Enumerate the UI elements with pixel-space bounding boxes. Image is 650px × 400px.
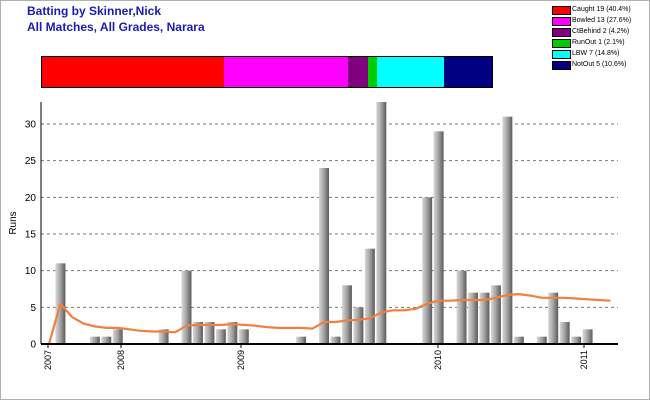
y-tick-label: 5 [30,303,36,314]
runs-bar [502,116,513,345]
runs-bar [158,329,169,344]
runs-bar [330,336,341,344]
average-line [47,293,611,345]
legend-swatch-ctbehind [552,28,571,37]
y-tick-label: 30 [25,120,37,131]
runs-bar [376,102,387,344]
x-tick-label: 2010 [433,350,443,370]
legend-label-lbw: LBW 7 (14.8%) [572,50,620,57]
runs-bar [192,322,203,344]
y-tick-label: 25 [25,156,37,167]
runs-bar [215,329,226,344]
dismissal-segment-caught [42,57,224,87]
dismissal-segment-lbw [377,57,445,87]
x-tick-label: 2007 [43,350,53,370]
dismissal-segment-ctbehind [348,57,368,87]
runs-bar [548,292,559,344]
runs-bar [181,270,192,344]
runs-bar [89,336,100,344]
legend-swatch-lbw [552,50,571,59]
runs-bar [112,329,123,344]
legend-label-bowled: Bowled 13 (27.6%) [572,17,632,24]
runs-bar [319,168,329,344]
legend-label-caught: Caught 19 (40.4%) [572,6,631,13]
legend-swatch-runout [552,39,571,48]
runs-bar [433,131,444,344]
runs-bar [422,197,433,344]
y-tick-label: 10 [25,266,37,277]
y-axis-label: Runs [8,211,19,234]
x-tick-label: 2011 [579,350,589,369]
runs-bar [490,285,501,344]
dismissal-segment-notout [444,57,492,87]
runs-bar [571,336,582,344]
runs-bar [101,336,112,344]
x-tick-label: 2009 [236,350,246,370]
runs-bar [296,336,307,344]
runs-bar [479,292,490,344]
chart-title: Batting by Skinner,Nick [27,4,162,18]
runs-bar [341,285,352,344]
legend-swatch-bowled [552,17,571,26]
legend-swatch-notout [552,61,571,70]
runs-bar [456,270,467,344]
runs-bar [513,336,524,344]
y-tick-label: 0 [30,340,36,351]
y-tick-label: 15 [25,230,37,241]
runs-bar [204,322,215,344]
runs-bar [536,336,547,344]
legend-swatch-caught [552,6,571,15]
dismissal-stacked-bar [41,56,493,88]
dismissal-segment-bowled [223,57,349,87]
runs-bar [227,322,238,344]
dismissal-segment-runout [367,57,378,87]
chart-subtitle: All Matches, All Grades, Narara [27,20,205,34]
x-tick-label: 2008 [116,350,126,370]
runs-bar [559,322,570,344]
runs-bar [582,329,593,344]
legend-label-notout: NotOut 5 (10.6%) [572,61,627,68]
legend-label-ctbehind: CtBehind 2 (4.2%) [572,28,630,35]
legend-label-runout: RunOut 1 (2.1%) [572,39,625,46]
y-tick-label: 20 [25,193,37,204]
runs-bar [468,292,478,344]
runs-bar [364,248,375,344]
runs-bar [353,307,364,344]
runs-bar [238,329,249,344]
